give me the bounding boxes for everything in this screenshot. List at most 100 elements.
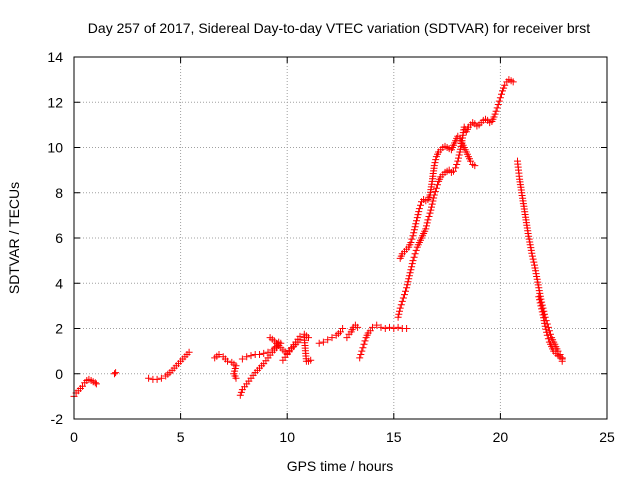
data-point [425,213,433,220]
data-point [399,294,407,302]
data-point [260,349,268,357]
data-point [386,323,393,331]
grid [74,57,607,419]
series-segment-8 [279,334,315,365]
data-point [492,107,500,115]
series-segment-11 [356,321,411,362]
data-point [413,214,421,222]
data-point [541,322,549,330]
data-point [528,252,536,260]
data-point [428,203,435,211]
y-tick-label: 8 [55,185,63,201]
data-point [498,90,505,98]
data-point [232,374,240,382]
data-point [427,206,435,214]
data-point [395,310,403,318]
data-point [413,217,420,225]
data-point [404,278,412,286]
data-point [539,311,547,319]
data-point [530,258,538,266]
data-point [354,323,362,331]
data-point [432,184,440,192]
data-point [411,223,419,231]
data-point [369,323,376,331]
data-point [423,219,431,227]
data-point [224,357,231,365]
data-point [153,375,161,383]
series-segment-6 [236,339,285,399]
data-point [493,104,501,112]
data-point [403,284,411,292]
x-tick-label: 25 [599,429,615,445]
y-tick-label: 4 [55,275,63,291]
data-point [543,328,551,336]
data-point [423,222,430,230]
data-point [398,297,406,305]
data-point [455,154,462,162]
series-segment-3 [145,348,193,383]
data-point [431,159,439,167]
series-segment-15 [535,293,566,363]
y-tick-label: 10 [47,140,63,156]
data-point [543,331,551,339]
data-point [405,272,413,280]
data-point [396,304,404,312]
data-point [402,287,409,295]
data-point [536,289,544,297]
data-point [157,374,165,382]
x-tick-label: 10 [279,429,295,445]
data-point [401,291,408,299]
data-point [422,225,430,233]
series-segment-1 [70,375,100,400]
data-point [403,281,411,289]
data-point [256,351,263,358]
data-point [428,200,436,208]
data-point [410,253,418,261]
data-point [411,250,419,258]
data-point [357,351,365,358]
data-point [544,335,552,343]
x-tick-label: 0 [70,429,78,445]
data-point [409,232,417,240]
data-point [558,355,566,363]
data-point [410,229,418,237]
data-point [408,235,416,243]
data-point [315,339,323,347]
data-point [415,208,423,216]
data-point [431,188,439,196]
data-point [490,113,498,121]
data-point [377,323,385,331]
data-point [495,97,503,105]
series-segment-13 [396,132,479,262]
data-point [243,353,251,361]
data-point [381,325,389,332]
data-point [414,211,422,219]
data-point [430,162,438,170]
data-point [538,305,546,313]
series-segment-12 [394,76,517,321]
data-point [359,344,367,352]
data-point [407,239,415,246]
y-tick-label: -2 [51,411,64,427]
series-segment-14 [514,157,566,365]
data-point [496,94,504,102]
data-point [373,321,381,329]
data-point [92,380,100,388]
data-point [215,351,223,358]
data-point [358,347,366,355]
data-point [356,354,364,362]
series-segment-5 [238,338,283,363]
data-point [536,299,544,307]
data-point [535,293,543,301]
data-point [426,209,434,217]
x-tick-label: 15 [386,429,402,445]
series-segment-4 [211,351,240,382]
data-point [408,260,416,268]
data-point [405,275,413,283]
data-point [361,337,369,345]
data-marks [70,76,566,400]
data-point [360,340,368,348]
data-point [328,334,336,342]
y-axis-label: SDTVAR / TECUs [6,182,22,294]
